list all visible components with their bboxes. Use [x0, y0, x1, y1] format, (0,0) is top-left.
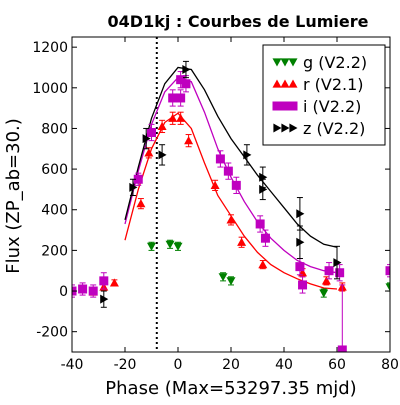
data-point-series-2 — [385, 266, 390, 276]
data-point-series-3 — [100, 294, 109, 304]
legend-marker-0 — [272, 58, 282, 67]
legend-marker-0 — [280, 58, 290, 67]
legend-marker-3 — [273, 123, 282, 133]
data-point-series-1 — [176, 113, 186, 122]
data-point-series-3 — [296, 209, 305, 219]
legend-marker-3 — [289, 123, 298, 133]
data-point-series-2 — [231, 180, 241, 190]
data-point-series-2 — [78, 284, 88, 294]
data-point-series-3 — [296, 237, 305, 247]
y-tick-label: 0 — [59, 284, 68, 300]
data-point-series-0 — [385, 283, 390, 292]
data-point-series-1 — [168, 113, 178, 122]
legend-marker-2 — [288, 101, 298, 111]
data-point-series-2 — [181, 79, 191, 89]
y-tick-label: 400 — [41, 203, 68, 219]
data-point-series-3 — [259, 184, 268, 194]
y-tick-label: -200 — [36, 325, 68, 341]
data-point-series-1 — [210, 180, 220, 189]
legend-marker-1 — [280, 79, 290, 88]
data-point-series-1 — [157, 121, 167, 131]
x-tick-label: 20 — [222, 357, 240, 373]
data-point-series-0 — [319, 289, 329, 298]
data-point-series-3 — [129, 182, 138, 192]
legend-marker-1 — [288, 79, 298, 88]
y-tick-label: 1200 — [32, 40, 68, 56]
y-tick-label: 1000 — [32, 81, 68, 97]
fit-curve-3 — [124, 66, 338, 248]
y-axis-label: Flux (ZP_ab=30.) — [3, 118, 24, 274]
data-point-series-1 — [258, 260, 268, 269]
plot-clip-group — [72, 37, 390, 352]
legend-marker-2 — [272, 101, 282, 111]
data-point-series-1 — [321, 276, 331, 285]
legend-marker-1 — [272, 79, 282, 88]
legend-label-3: z (V2.2) — [303, 119, 365, 138]
data-point-series-1 — [144, 148, 154, 157]
x-tick-label: 40 — [275, 357, 293, 373]
data-point-series-1 — [136, 199, 146, 208]
data-point-series-2 — [176, 93, 186, 103]
legend-label-1: r (V2.1) — [303, 75, 364, 94]
data-point-series-2 — [337, 345, 347, 352]
y-tick-label: 600 — [41, 162, 68, 178]
legend-marker-3 — [281, 123, 290, 133]
x-tick-label: 80 — [381, 357, 399, 373]
y-tick-label: 200 — [41, 243, 68, 259]
x-tick-label: -40 — [61, 357, 84, 373]
data-point-series-2 — [147, 128, 156, 138]
data-point-series-2 — [260, 233, 270, 243]
data-point-series-1 — [184, 136, 194, 145]
data-point-series-0 — [147, 242, 156, 251]
data-point-series-2 — [324, 266, 334, 276]
legend-label-0: g (V2.2) — [303, 53, 367, 72]
data-point-series-1 — [226, 215, 236, 224]
legend: g (V2.2) r (V2.1) i (V2.2) z (V2.2) — [262, 44, 386, 146]
data-point-series-2 — [176, 75, 186, 85]
data-point-series-1 — [109, 278, 119, 287]
data-point-series-3 — [182, 65, 191, 75]
x-tick-label: 0 — [174, 357, 183, 373]
data-point-series-2 — [295, 262, 305, 272]
data-point-series-0 — [165, 240, 175, 249]
x-tick-label: -20 — [114, 357, 137, 373]
data-point-series-2 — [88, 286, 98, 296]
data-point-series-2 — [133, 174, 143, 184]
data-point-series-3 — [243, 150, 252, 160]
legend-label-2: i (V2.2) — [303, 97, 361, 116]
y-tick-label: 800 — [41, 121, 68, 137]
x-tick-label: 60 — [328, 357, 346, 373]
data-point-series-3 — [158, 150, 167, 160]
data-point-series-2 — [298, 280, 308, 290]
data-point-series-2 — [255, 219, 265, 229]
data-point-series-0 — [218, 273, 228, 282]
data-point-series-3 — [333, 258, 342, 268]
data-point-series-2 — [99, 276, 109, 286]
data-point-series-1 — [237, 237, 247, 246]
data-point-series-3 — [142, 134, 151, 144]
data-point-series-2 — [335, 268, 345, 278]
data-point-series-0 — [173, 242, 183, 251]
legend-marker-0 — [288, 58, 298, 67]
data-point-series-2 — [223, 166, 233, 176]
data-point-series-2 — [168, 93, 178, 103]
legend-marker-2 — [280, 101, 290, 111]
x-axis-label: Phase (Max=53297.35 mjd) — [105, 378, 356, 399]
data-point-series-2 — [215, 154, 225, 164]
chart-title: 04D1kj : Courbes de Lumiere — [108, 12, 369, 31]
data-point-series-0 — [226, 277, 236, 286]
